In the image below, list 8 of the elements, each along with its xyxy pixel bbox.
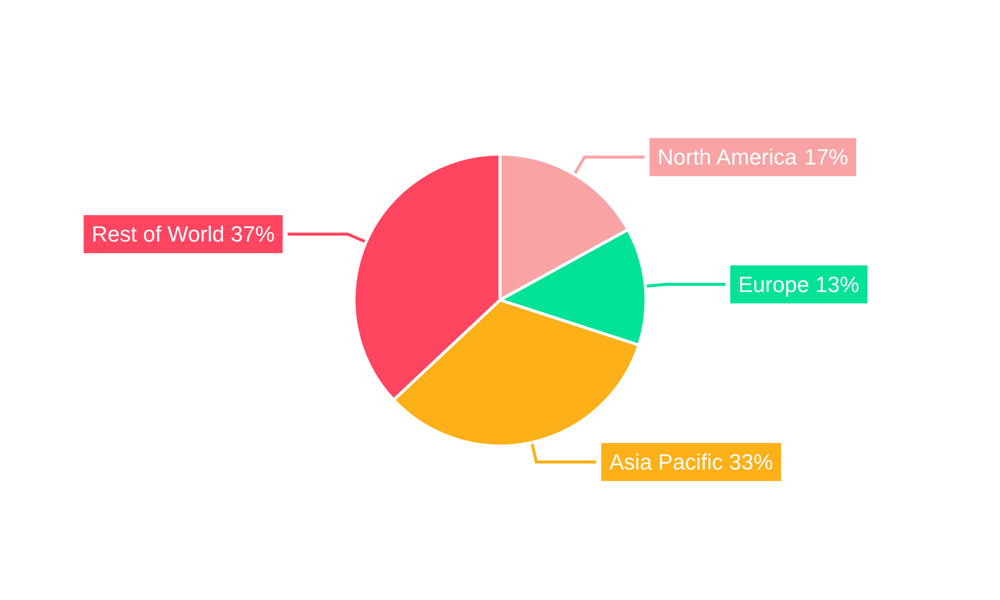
slice-label: North America: [658, 144, 798, 170]
data-label: 17%: [804, 144, 848, 170]
data-label: 37%: [230, 222, 275, 247]
data-label: 13%: [815, 272, 860, 297]
data-label: 33%: [729, 450, 774, 474]
slice-label: Europe: [738, 272, 810, 297]
slice-label: Asia Pacific: [609, 450, 723, 474]
slice-label: Rest of World: [92, 222, 225, 247]
